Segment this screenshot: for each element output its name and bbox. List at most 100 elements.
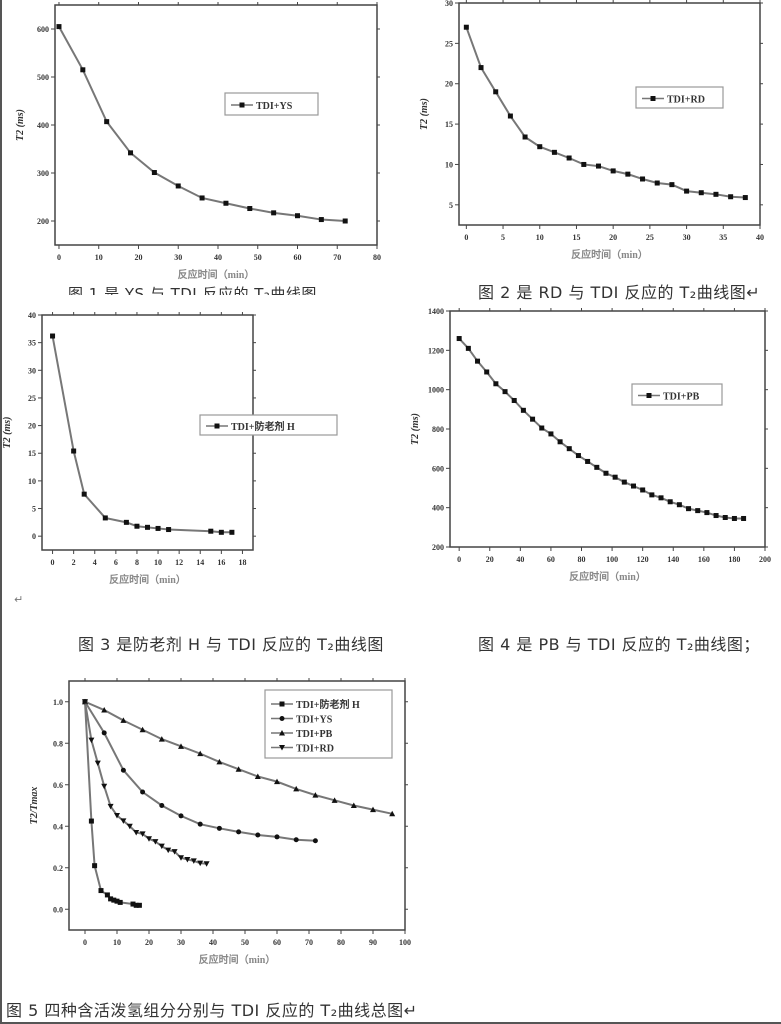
legend-box [199, 414, 338, 436]
x-tick-label: 50 [241, 938, 249, 947]
data-point [279, 701, 285, 707]
legend-box [224, 92, 319, 116]
data-point [104, 119, 110, 125]
y-tick-label: 30 [445, 0, 453, 8]
data-point [274, 778, 280, 785]
legend-label: TDI+防老剂 H [231, 420, 295, 433]
data-point [539, 425, 545, 431]
data-point [581, 161, 587, 167]
y-tick-label: 800 [432, 425, 444, 434]
data-point [475, 358, 481, 364]
data-point [145, 524, 150, 530]
data-point [610, 168, 616, 174]
data-point [120, 767, 126, 773]
y-tick-label: 5 [32, 505, 36, 514]
data-point [484, 369, 490, 375]
chart-3: 0 2 4 6 8 10 12 14 16 18 0 5 10 15 20 25 30 35 40 反应时间（min）… [2, 311, 338, 586]
data-point [557, 439, 563, 445]
x-tick-label: 30 [174, 253, 182, 262]
data-point [630, 483, 636, 489]
data-point [279, 716, 285, 721]
data-point [595, 163, 601, 169]
data-point [279, 730, 285, 736]
data-point [159, 803, 165, 808]
x-tick-label: 0 [83, 938, 87, 947]
plot-frame [449, 310, 766, 548]
series-area [50, 333, 235, 535]
data-point [704, 510, 710, 516]
legend: TDI+RD [635, 86, 724, 109]
data-point [117, 899, 123, 905]
legend-label: TDI+防老剂 H [296, 698, 360, 711]
legend-box [264, 689, 393, 759]
y-tick-label: 0 [32, 532, 36, 541]
data-point [216, 758, 223, 765]
x-tick-label: 0 [51, 558, 55, 567]
data-point [199, 195, 205, 201]
y-tick-label: 1.0 [53, 698, 63, 707]
y-tick-label: 1200 [428, 346, 444, 355]
data-point [114, 898, 120, 904]
figure-1-caption: 图 1 是 YS 与 TDI 反应的 T₂曲线图 [68, 285, 317, 295]
data-point [612, 474, 618, 480]
x-axis-label: 反应时间（min） [569, 570, 646, 583]
data-point [94, 760, 101, 767]
data-point [123, 519, 129, 525]
x-tick-label: 120 [637, 555, 649, 564]
data-point [640, 487, 646, 493]
data-point [463, 24, 469, 30]
y-tick-label: 200 [432, 543, 444, 552]
data-point [649, 492, 655, 498]
figure-5-caption: 图 5 四种含活泼氢组分分别与 TDI 反应的 T₂曲线总图↵ [6, 1001, 418, 1020]
y-tick-label: 1000 [428, 386, 444, 395]
x-tick-label: 4 [93, 558, 97, 567]
x-tick-label: 20 [145, 938, 153, 947]
data-point [493, 89, 499, 95]
legend: TDI+YS [224, 92, 319, 116]
y-axis-label: T2 (ms) [419, 98, 430, 130]
data-point [120, 818, 127, 824]
legend-label: TDI+PB [296, 729, 333, 740]
chart-4: 0 20 40 60 80 100 120 140 160 180 200 200 400 600 800 1… [410, 307, 771, 583]
legend-label: TDI+RD [667, 95, 705, 106]
figure-3-caption: 图 3 是防老剂 H 与 TDI 反应的 T₂曲线图 [78, 635, 384, 654]
data-point [114, 812, 120, 819]
data-point [98, 888, 104, 894]
data-point [294, 213, 300, 219]
y-tick-label: 15 [445, 120, 453, 129]
data-point [236, 829, 242, 835]
x-tick-label: 180 [728, 555, 740, 564]
series-area [82, 698, 396, 908]
y-tick-label: 200 [37, 217, 49, 226]
x-tick-label: 10 [113, 938, 121, 947]
x-tick-label: 30 [177, 938, 185, 947]
data-point [218, 529, 224, 535]
data-point [254, 773, 261, 779]
data-point [728, 194, 734, 200]
paragraph-mark: ↵ [14, 593, 24, 606]
legend-label: TDI+RD [296, 744, 334, 755]
data-point [190, 858, 197, 864]
x-tick-label: 100 [399, 938, 411, 947]
data-point [235, 766, 242, 772]
data-point [742, 195, 748, 201]
data-point [158, 736, 165, 742]
y-tick-label: 25 [445, 39, 453, 48]
x-tick-label: 6 [114, 558, 118, 567]
data-point [551, 149, 557, 155]
data-point [107, 803, 114, 810]
series-line [458, 337, 744, 520]
data-point [350, 802, 357, 808]
chart-2: 0 5 10 15 20 25 30 35 40 5 10 15 20 25 30 反应时间（min） T2 (… [419, 0, 764, 261]
data-point [80, 67, 86, 73]
x-tick-label: 50 [254, 253, 262, 262]
y-tick-label: 400 [37, 121, 49, 130]
data-point [223, 200, 229, 206]
data-point [140, 789, 146, 795]
data-point [389, 810, 396, 817]
data-point [171, 849, 178, 855]
x-tick-label: 10 [154, 558, 162, 567]
y-tick-label: 40 [28, 311, 36, 320]
data-point [128, 150, 134, 156]
